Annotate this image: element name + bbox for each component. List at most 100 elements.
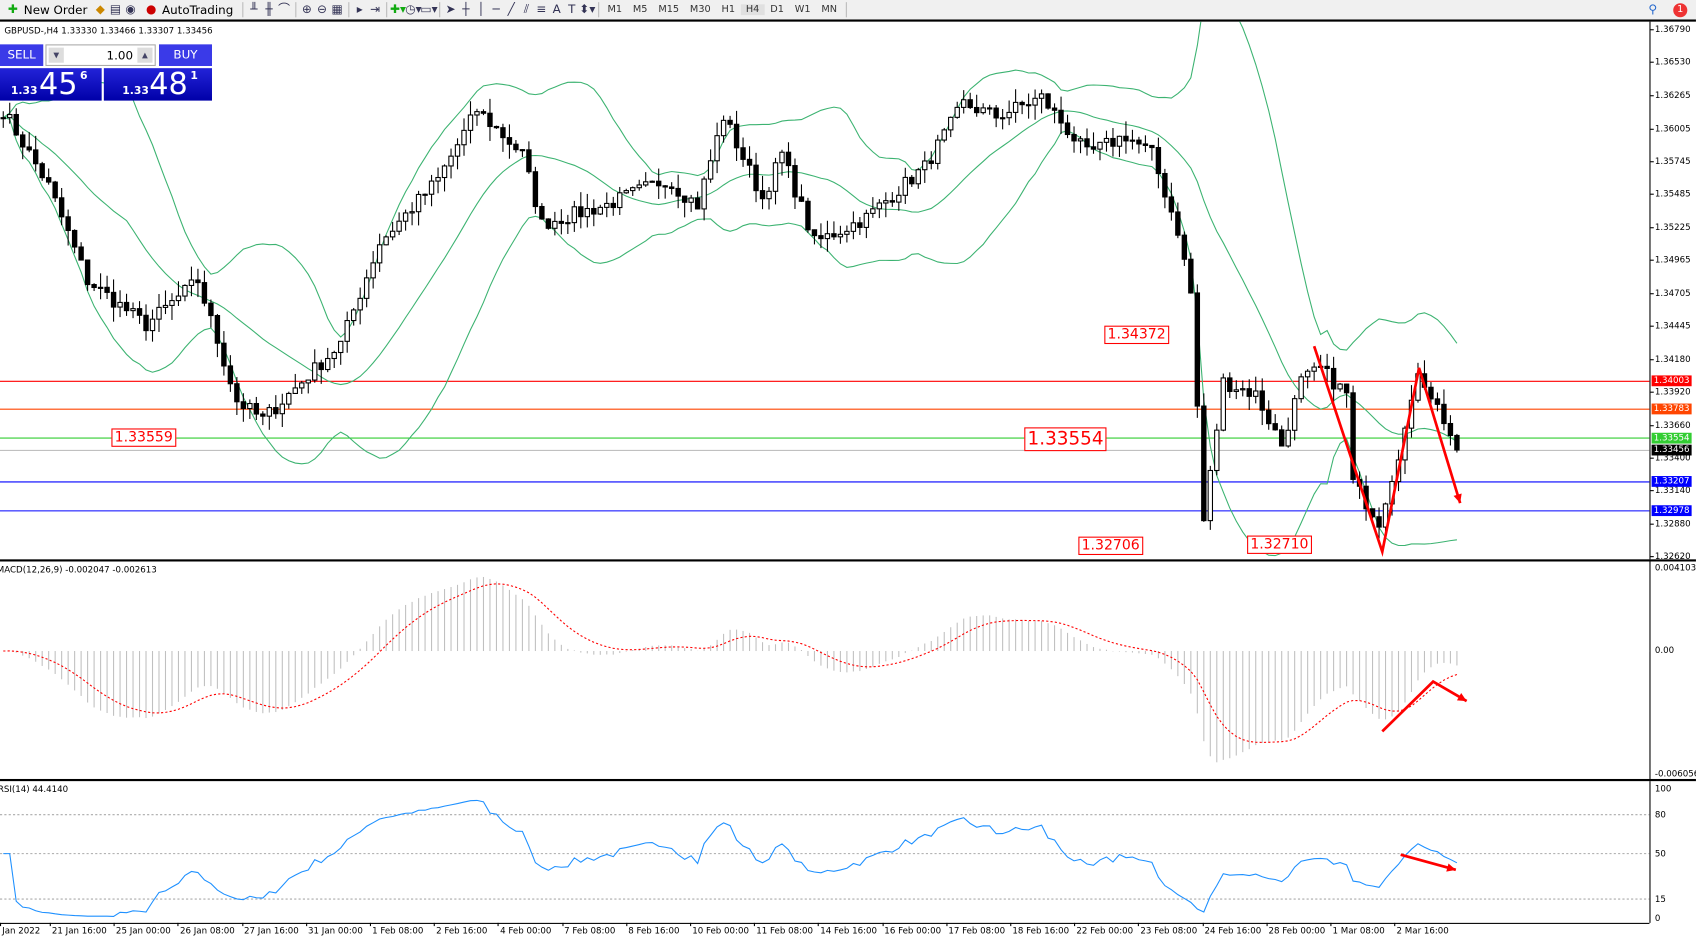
ask-price[interactable]: 1.33 48 1 — [103, 66, 212, 102]
timeframe-mn[interactable]: MN — [821, 4, 838, 16]
price-annotation[interactable]: 1.32710 — [1247, 536, 1312, 555]
bear-candle — [91, 284, 97, 289]
bull-candle — [428, 180, 435, 195]
bear-candle — [1376, 516, 1382, 528]
bear-candle — [1434, 398, 1441, 405]
time-tick-mark — [690, 922, 692, 927]
lot-increase-button[interactable]: ▲ — [137, 47, 153, 63]
lot-value[interactable]: 1.00 — [106, 48, 134, 63]
bull-candle — [1337, 383, 1343, 390]
price-annotation[interactable]: 1.32706 — [1078, 536, 1143, 555]
fibonacci-icon[interactable]: ≡ — [536, 2, 547, 17]
bollinger-lower — [3, 117, 1457, 557]
cursor-icon[interactable]: ➤ — [445, 2, 456, 17]
bear-candle — [45, 177, 52, 183]
lot-decrease-button[interactable]: ▼ — [48, 47, 64, 63]
new-order-button[interactable]: ✚ New Order — [0, 0, 93, 19]
zoom-in-icon[interactable]: ⊕ — [301, 2, 312, 17]
timeframe-d1[interactable]: D1 — [770, 4, 784, 16]
bear-candle — [1188, 258, 1194, 294]
bear-candle — [986, 107, 993, 110]
bull-candle — [344, 320, 350, 342]
bull-candle — [279, 403, 286, 415]
price-annotation[interactable]: 1.33554 — [1024, 427, 1107, 452]
line-chart-icon[interactable]: ⌒ — [278, 2, 291, 17]
time-axis-label: 7 Feb 08:00 — [564, 926, 616, 936]
market-watch-icon[interactable]: ◆ — [95, 2, 105, 17]
price-tick-label: 1.34965 — [1654, 254, 1691, 265]
indicators-icon[interactable]: ✚▾ — [390, 2, 407, 17]
tile-windows-icon[interactable]: ▦ — [331, 2, 343, 17]
bear-candle — [493, 125, 500, 129]
bull-candle — [584, 207, 591, 218]
text-icon[interactable]: A — [552, 2, 561, 17]
bull-candle — [169, 300, 175, 306]
price-chart-pane[interactable]: GBPUSD-,H4 1.33330 1.33466 1.33307 1.334… — [0, 21, 1651, 560]
timeframe-m1[interactable]: M1 — [607, 4, 623, 16]
bull-candle — [305, 379, 311, 384]
bull-candle — [448, 155, 454, 167]
rsi-canvas — [0, 799, 1650, 917]
buy-button[interactable]: BUY — [158, 44, 212, 66]
timeframe-m30[interactable]: M30 — [689, 4, 711, 16]
horizontal-line-icon[interactable]: ─ — [492, 2, 500, 17]
crosshair-icon[interactable]: ┼ — [462, 2, 470, 17]
pane-divider[interactable] — [0, 559, 1696, 562]
timeframe-h4[interactable]: H4 — [740, 4, 765, 16]
rsi-pane[interactable]: RSI(14) 44.4140 — [0, 781, 1651, 923]
text-label-icon[interactable]: T — [568, 2, 576, 17]
autotrading-button[interactable]: ● AutoTrading — [138, 0, 238, 19]
equidistant-channel-icon[interactable]: ⫽ — [523, 2, 530, 17]
bull-candle — [948, 116, 954, 131]
timeframe-h1[interactable]: H1 — [721, 4, 736, 16]
level-price-label[interactable]: 1.33783 — [1651, 403, 1692, 415]
zoom-out-icon[interactable]: ⊖ — [316, 2, 327, 17]
bear-candle — [662, 185, 668, 188]
level-price-label[interactable]: 1.33456 — [1651, 445, 1692, 456]
level-price-label[interactable]: 1.32978 — [1651, 505, 1692, 517]
price-tick-mark — [1650, 523, 1654, 525]
periods-icon[interactable]: ◷▾ — [405, 2, 422, 17]
bear-candle — [123, 301, 130, 312]
level-price-label[interactable]: 1.34003 — [1651, 375, 1692, 387]
signals-icon[interactable]: ◉ — [125, 2, 136, 17]
price-axis[interactable]: 1.36790 1.36530 1.36265 1.36005 1.35745 1.354… — [1650, 22, 1696, 561]
sell-button[interactable]: SELL — [0, 44, 44, 66]
bear-candle — [558, 220, 565, 224]
vertical-line-icon[interactable]: │ — [477, 2, 485, 17]
timeframe-m5[interactable]: M5 — [632, 4, 648, 16]
price-tick-mark — [1650, 358, 1654, 361]
chart-shift-icon[interactable]: ⇥ — [369, 2, 380, 17]
search-icon[interactable]: ⚲ — [1648, 2, 1658, 17]
bull-candle — [552, 220, 558, 229]
one-click-trading-panel: SELL ▼ 1.00 ▲ BUY 1.33 45 6 1.33 48 1 — [0, 44, 212, 102]
timeframe-m15[interactable]: M15 — [658, 4, 680, 16]
time-axis-label: 14 Feb 16:00 — [820, 926, 878, 936]
history-center-icon[interactable]: ▤ — [109, 2, 122, 17]
bear-candle — [591, 207, 597, 215]
arrows-icon[interactable]: ⬍▾ — [579, 2, 596, 17]
bull-candle — [357, 297, 363, 311]
bear-candle — [1447, 422, 1454, 437]
trendline-icon[interactable]: ╱ — [507, 2, 515, 17]
bar-chart-icon[interactable]: ╨ — [250, 2, 258, 17]
price-annotation[interactable]: 1.34372 — [1104, 326, 1169, 345]
bull-candle — [688, 197, 694, 203]
time-tick-mark — [433, 922, 436, 927]
timeframe-w1[interactable]: W1 — [794, 4, 811, 16]
level-price-label[interactable]: 1.33207 — [1651, 476, 1692, 488]
templates-icon[interactable]: ▭▾ — [420, 2, 438, 17]
price-annotation[interactable]: 1.33559 — [111, 428, 177, 448]
level-price-label[interactable]: 1.33554 — [1651, 432, 1692, 444]
notifications-badge[interactable]: 1 — [1673, 2, 1688, 17]
macd-pane[interactable]: MACD(12,26,9) -0.002047 -0.002613 — [0, 561, 1651, 779]
candlestick-icon[interactable]: ╫ — [265, 2, 273, 17]
time-axis-label: 22 Feb 00:00 — [1076, 926, 1134, 936]
bear-candle — [1162, 172, 1168, 198]
autoscroll-icon[interactable]: ▸ — [356, 2, 363, 17]
time-axis-label: 1 Mar 08:00 — [1332, 926, 1385, 936]
lot-size-input[interactable]: ▼ 1.00 ▲ — [45, 44, 156, 66]
pane-divider[interactable] — [0, 778, 1696, 782]
bid-price[interactable]: 1.33 45 6 — [0, 66, 102, 102]
